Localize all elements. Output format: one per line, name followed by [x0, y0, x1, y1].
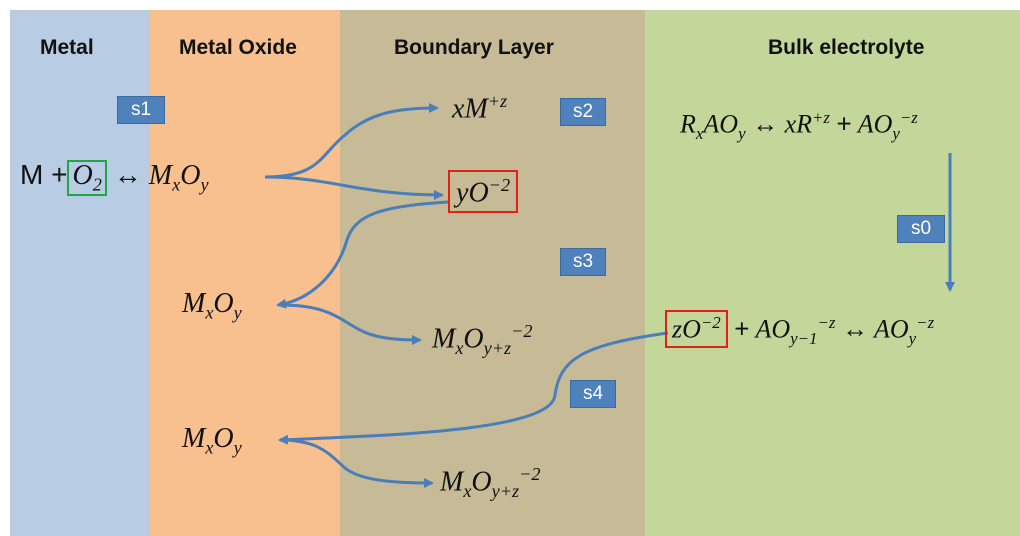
mxoy-x: x [172, 174, 181, 195]
yo-species: yO−2 [448, 170, 519, 214]
bulk-reaction: zO−2 + AOy−1−z ↔ AOy−z [665, 310, 934, 348]
arrow-mxoy-to-mxoyz [279, 303, 422, 345]
mxoyz1-m: M [432, 323, 456, 355]
mxoy-m: M [148, 160, 173, 191]
mxoy2-y: y [233, 302, 242, 323]
mxoy2-o: O [213, 288, 234, 319]
arrow-zo-to-mxoy [278, 331, 669, 445]
bulk-r: R [680, 109, 696, 139]
bulk-ao-y: y [738, 123, 746, 143]
mxoyz1-o: O [463, 323, 484, 355]
mxoyz2-sup: −2 [519, 464, 541, 484]
yo-coef: y [456, 177, 469, 209]
mxoy-species-2: MxOy [182, 290, 242, 322]
xm-coef: x [452, 93, 465, 125]
tag-s2: s2 [560, 98, 606, 126]
header-bulk-electrolyte: Bulk electrolyte [768, 36, 925, 59]
xm-base: M [464, 93, 488, 125]
mxoyz1-sub: y+z [483, 337, 512, 358]
yo-base: O [468, 177, 489, 209]
tag-s0: s0 [897, 215, 945, 243]
bulk-xr: xR [784, 109, 812, 139]
bulk-mid-ao2-sup: −z [916, 313, 935, 332]
bulk-plus: + [836, 108, 852, 139]
arrow-mxoy-to-xm [264, 103, 439, 179]
bulk-ao2: AO [857, 109, 893, 139]
mxoyz-species-1: MxOy+z−2 [432, 322, 532, 357]
bulk-mid-arrow: ↔ [841, 313, 868, 344]
bulk-xr-sup: +z [811, 108, 830, 127]
zo-base: zO [672, 314, 701, 344]
bulk-arrow: ↔ [752, 108, 779, 139]
mxoyz1-x: x [455, 337, 464, 358]
bulk-mid-ao: AO [755, 314, 791, 344]
tag-s4: s4 [570, 380, 616, 408]
bulk-mid-ao-sub: y−1 [790, 328, 818, 348]
bulk-dissociation: RxAOy ↔ xR+z + AOy−z [680, 108, 918, 143]
header-metal-oxide: Metal Oxide [179, 36, 297, 59]
yo-sup: −2 [488, 175, 511, 195]
tag-s1: s1 [117, 96, 165, 124]
mxoy3-m: M [182, 423, 206, 454]
mxoyz1-sup: −2 [511, 321, 533, 341]
mxoy3-o: O [213, 423, 234, 454]
mxoy-species-3: MxOy [182, 425, 242, 457]
bulk-electrolyte-band [645, 10, 1020, 536]
bulk-ao2-y: y [892, 123, 900, 143]
zo-highlight-box: zO−2 [665, 310, 728, 348]
mxoy2-x: x [205, 302, 214, 323]
xm-species: xM+z [452, 92, 507, 123]
mxoy2-m: M [182, 288, 206, 319]
metal-reaction: M + O2 ↔ MxOy [20, 160, 209, 196]
o2-highlight-box: O2 [67, 160, 107, 196]
arrow-mxoy-to-mxoyz-2 [279, 438, 434, 488]
header-boundary-layer: Boundary Layer [394, 36, 554, 59]
mxoy-y: y [200, 174, 209, 195]
xm-sup: +z [487, 91, 508, 111]
mxoyz2-x: x [463, 480, 472, 501]
header-metal: Metal [40, 36, 94, 59]
mxoyz2-m: M [440, 466, 464, 498]
mxoyz2-o: O [471, 466, 492, 498]
arrow-mxoy-to-yo [264, 175, 444, 200]
mxoyz2-sub: y+z [491, 480, 520, 501]
bulk-mid-ao-sup: −z [817, 313, 836, 332]
bulk-mid-plus: + [734, 313, 750, 344]
o2-base: O [72, 160, 93, 191]
bulk-mid-ao2: AO [874, 314, 909, 344]
mxoy3-x: x [205, 437, 214, 458]
mxoy3-y: y [233, 437, 242, 458]
mxoy-o: O [180, 160, 201, 191]
metal-oxide-band [150, 10, 340, 536]
mxoyz-species-2: MxOy+z−2 [440, 465, 540, 500]
metal-reaction-lhs: M + [20, 159, 68, 190]
bulk-ao2-sup: −z [899, 108, 918, 127]
arrow-yo-to-mxoy [276, 200, 449, 309]
o2-sub: 2 [92, 174, 102, 195]
zo-sup: −2 [700, 313, 721, 332]
tag-s3: s3 [560, 248, 606, 276]
bulk-mid-ao2-sub: y [908, 328, 917, 348]
bulk-r-x: x [695, 123, 704, 143]
metal-reaction-arrow: ↔ [113, 159, 142, 190]
bulk-ao: AO [703, 109, 739, 139]
